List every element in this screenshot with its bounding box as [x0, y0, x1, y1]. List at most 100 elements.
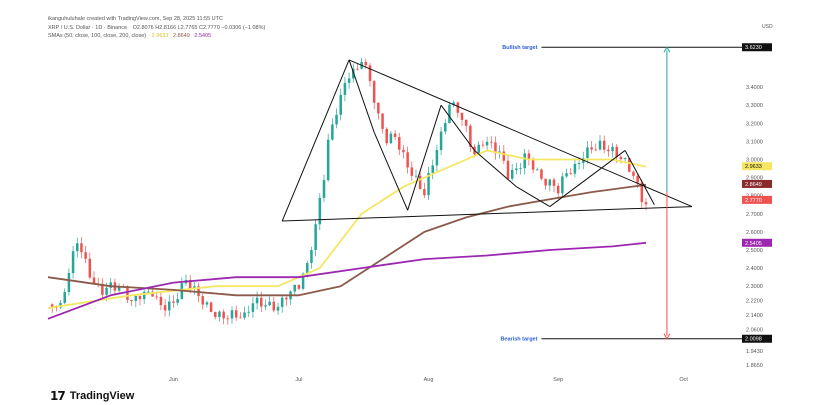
candle-body	[552, 179, 556, 186]
candle-body	[423, 189, 426, 196]
ohlc-values: O2.8076 H2.8166 L2.7765 C2.7770 −0.0306 …	[132, 25, 266, 31]
y-tick-label: 2.9000	[746, 176, 763, 182]
pattern-line	[440, 104, 475, 151]
x-tick-label: Oct	[679, 377, 688, 383]
candle-body	[117, 285, 121, 291]
candle-body	[168, 301, 171, 311]
candle-body	[611, 146, 614, 152]
candle-body	[155, 296, 158, 298]
bullish-target-label: Bullish target	[502, 45, 537, 51]
sma-200-line	[47, 241, 647, 320]
candle-body	[490, 141, 493, 143]
candle-body	[276, 306, 280, 311]
candle-body	[318, 197, 322, 225]
candle-body	[130, 299, 133, 301]
candle-body	[172, 301, 175, 303]
candle-body	[347, 78, 351, 83]
y-tick-label: 3.1000	[746, 139, 763, 145]
pattern-line	[281, 59, 350, 222]
y-tick-label: 2.7000	[746, 212, 763, 218]
candle-body	[138, 295, 142, 300]
candle-body	[636, 175, 639, 183]
candle-body	[644, 202, 648, 205]
candle-body	[377, 102, 380, 114]
candle-body	[67, 273, 71, 292]
candle-body	[297, 284, 301, 289]
candle-body	[88, 258, 92, 278]
sma100-badge: 2.8649	[745, 182, 762, 188]
candle-body	[544, 178, 547, 186]
sma-50-line	[47, 149, 647, 309]
candle-body	[427, 172, 430, 196]
sma50-badge: 2.9633	[745, 164, 762, 170]
candle-body	[590, 147, 593, 150]
candle-body	[628, 158, 631, 172]
pattern-line	[282, 206, 693, 222]
price-chart[interactable]: 1.8650 1.9430 2.0600 2.1400 2.2200 2.3000 2.40…	[0, 0, 825, 385]
y-tick-label: 1.8650	[746, 363, 763, 369]
candle-body	[322, 180, 326, 198]
candle-body	[615, 146, 618, 157]
sma50-badge-bg	[742, 162, 772, 171]
candle-body	[280, 297, 284, 307]
candle-body	[63, 291, 66, 303]
candle-body	[76, 243, 79, 252]
candle-body	[71, 251, 75, 274]
y-tick-label: 2.0600	[746, 328, 763, 334]
candle-body	[523, 153, 526, 169]
candle-body	[331, 124, 334, 140]
candle-body	[80, 243, 83, 253]
candle-body	[565, 173, 568, 177]
candle-body	[477, 144, 480, 155]
bearish-target-badge-bg	[742, 334, 772, 343]
candle-body	[260, 297, 263, 307]
sma-value-100: 2.8649	[173, 33, 190, 39]
tradingview-logo[interactable]: 17 TradingView	[50, 389, 134, 403]
y-tick-label: 2.3000	[746, 284, 763, 290]
candle-body	[293, 284, 296, 292]
pattern-line	[348, 59, 693, 208]
bullish-arrow-head	[663, 46, 671, 53]
candle-body	[632, 171, 635, 176]
candle-body	[469, 125, 472, 147]
candle-body	[393, 133, 397, 138]
bullish-target-badge: 3.6230	[745, 45, 762, 51]
candle-body	[163, 305, 167, 311]
candle-body	[586, 147, 589, 159]
pattern-line	[474, 150, 517, 188]
candle-body	[314, 224, 317, 250]
candle-body	[431, 165, 434, 173]
candle-body	[364, 61, 368, 66]
sma100-badge-bg	[742, 179, 772, 188]
candle-body	[230, 310, 234, 319]
y-tick-label: 2.6000	[746, 230, 763, 236]
candle-body	[142, 291, 146, 300]
candle-body	[285, 297, 288, 300]
pattern-line	[407, 105, 442, 211]
candle-body	[226, 318, 230, 320]
candle-body	[109, 282, 112, 288]
candle-body	[456, 102, 460, 113]
candle-body	[159, 296, 163, 306]
sma200-badge: 2.5405	[745, 241, 762, 247]
candle-body	[92, 277, 96, 284]
candle-body	[352, 68, 355, 79]
candle-body	[607, 149, 610, 152]
y-tick-label: 3.0000	[746, 157, 763, 163]
candle-body	[188, 279, 192, 289]
candle-body	[623, 158, 627, 160]
candle-body	[239, 317, 242, 319]
pattern-line	[516, 186, 551, 208]
sma-100-line	[47, 183, 647, 297]
candle-body	[506, 160, 510, 179]
candle-body	[448, 104, 451, 123]
y-tick-label: 3.2000	[746, 121, 763, 127]
candle-body	[151, 291, 154, 297]
bearish-target-label: Bearish target	[500, 337, 537, 343]
candle-body	[494, 142, 497, 154]
candle-body	[126, 286, 129, 300]
candle-body	[214, 311, 217, 317]
candle-body	[402, 149, 405, 153]
candle-body	[222, 311, 225, 319]
candle-body	[209, 302, 213, 312]
